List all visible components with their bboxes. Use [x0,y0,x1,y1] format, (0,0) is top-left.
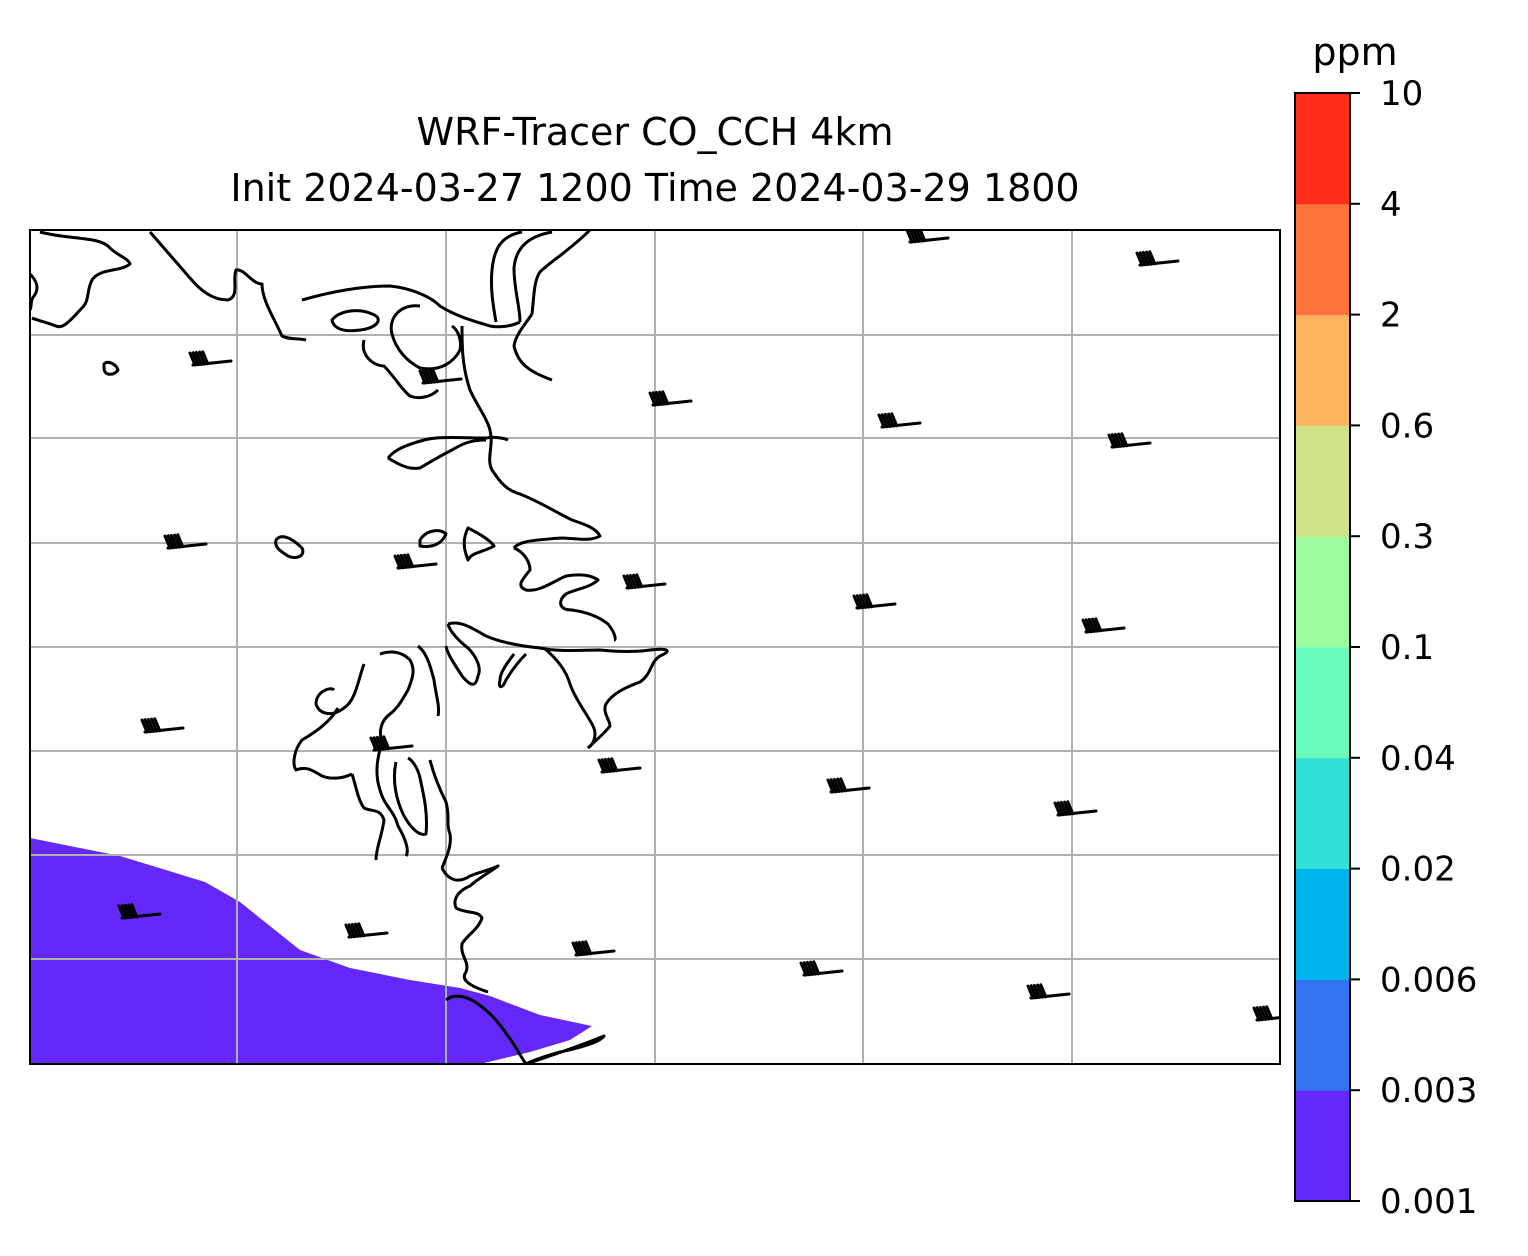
wind-barb [1053,800,1098,817]
coastline [447,621,669,750]
colorbar-tick-label: 0.6 [1380,406,1434,446]
coastline [386,435,509,459]
wind-barb [188,350,233,367]
coastline [274,535,305,560]
coastline [428,759,452,869]
coastline [512,230,553,323]
coastline [361,339,440,400]
coastline [378,650,415,743]
wind-barb [799,960,844,977]
coastline [389,304,462,371]
coastline [445,994,528,1064]
wind-barb [1135,250,1180,267]
wind-barb [369,735,414,752]
coastline [462,526,496,562]
coastline [525,1034,606,1064]
wind-barb [393,553,438,570]
map-frame [29,229,1281,1065]
coastline [490,230,523,323]
wind-barb [877,412,922,429]
colorbar-tick-label: 0.3 [1380,517,1434,557]
coastline [314,663,366,715]
colorbar-segment [1295,757,1350,870]
wind-barb [622,573,667,590]
colorbar-segment [1295,93,1350,205]
coastline [31,230,132,329]
map-subtitle: Init 2024-03-27 1200 Time 2024-03-29 180… [230,166,1080,210]
coastline [418,529,448,548]
colorbar-segment [1295,425,1350,537]
coastline [292,707,353,780]
wind-barb [852,593,897,610]
wind-barb [905,230,950,244]
coastline [350,773,386,861]
colorbar-tick-label: 0.04 [1380,739,1456,779]
coastline [530,230,592,315]
coastline [513,546,617,642]
colorbar-tick-label: 2 [1380,296,1402,336]
wind-barb [597,757,642,774]
coastline [498,652,528,689]
colorbar-tick-label: 4 [1380,185,1402,225]
wind-barb [826,777,871,794]
colorbar: 0.001 0.003 0.006 0.02 0.04 0.1 0.3 0.6 2 4 10 [1294,74,1477,1222]
coastline [387,438,487,470]
coastline [330,309,380,333]
wind-barb [117,903,162,920]
coastline [148,231,307,342]
wind-barb [140,717,185,734]
colorbar-segment [1295,536,1350,648]
coastline [30,272,39,311]
colorbar-tick-label: 0.1 [1380,628,1434,668]
wind-barb [1026,983,1071,1000]
wind-barb [163,533,208,550]
wind-barb [648,390,693,407]
co-tracer-plume [30,838,592,1064]
coastline [417,644,440,717]
colorbar-tick-label: 0.003 [1380,1071,1477,1111]
colorbar-tick-label: 10 [1380,74,1423,114]
map-title: WRF-Tracer CO_CCH 4km [416,110,894,154]
colorbar-unit-label: ppm [1312,30,1398,74]
wind-barb [571,940,616,957]
coastline [102,360,120,376]
colorbar-segment [1295,647,1350,759]
wind-barb [344,922,389,939]
coastline [440,864,500,994]
coastline [543,646,597,750]
colorbar-segment [1295,203,1350,316]
colorbar-tick-label: 0.001 [1380,1182,1477,1222]
coastline [392,756,428,836]
colorbar-tick-label: 0.02 [1380,850,1456,890]
wind-barb [1252,1005,1280,1022]
coastline [512,313,553,382]
wind-barb [1081,617,1126,634]
coastline [444,623,481,686]
coastline [460,325,602,550]
colorbar-segment [1295,1090,1350,1202]
coastline [375,741,409,857]
colorbar-segment [1295,314,1350,426]
coastline [301,284,521,329]
wind-barbs [117,230,1280,1022]
colorbar-segment [1295,979,1350,1091]
colorbar-segment [1295,868,1350,980]
wind-barb [418,368,463,385]
wind-barb [1107,432,1152,449]
colorbar-tick-label: 0.006 [1380,960,1477,1000]
